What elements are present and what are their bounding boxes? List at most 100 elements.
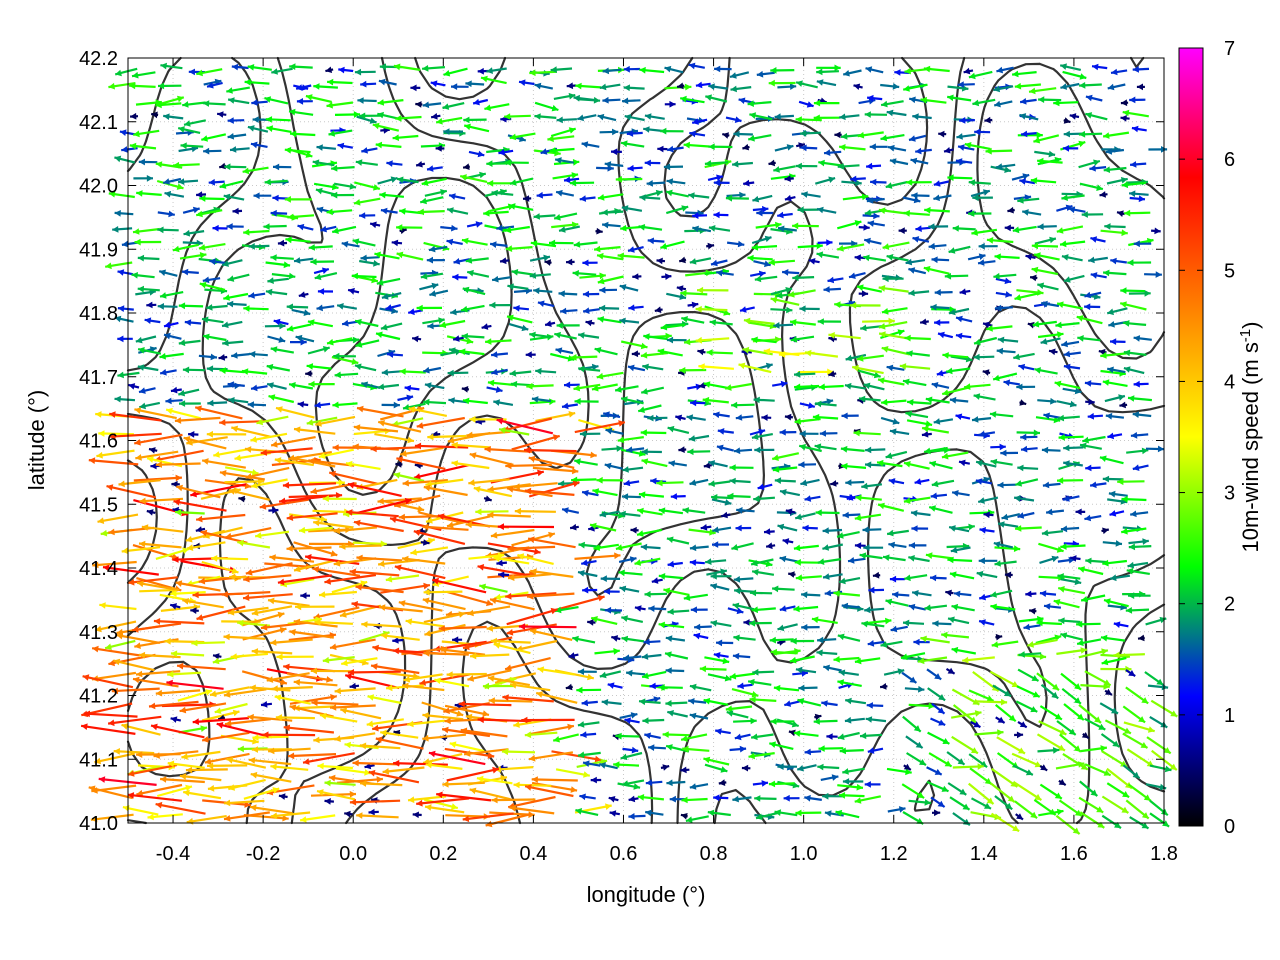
wind-vector	[814, 400, 837, 408]
wind-vector	[116, 632, 161, 644]
wind-vector	[1039, 590, 1057, 597]
wind-vector	[858, 395, 881, 403]
wind-vector	[509, 369, 532, 377]
colorbar-tick-label: 4	[1224, 371, 1235, 393]
wind-vector	[268, 394, 295, 404]
wind-vector	[308, 380, 335, 388]
wind-vector	[1103, 269, 1127, 277]
wind-vector	[195, 209, 223, 218]
wind-vector	[623, 65, 641, 73]
wind-vector	[117, 269, 134, 276]
wind-vector	[355, 584, 404, 594]
wind-vector	[799, 402, 816, 409]
wind-vector	[853, 83, 863, 90]
wind-vector	[398, 600, 443, 612]
wind-vector	[493, 555, 530, 565]
wind-vector	[408, 308, 423, 316]
wind-vector	[732, 160, 753, 168]
wind-vector	[1085, 464, 1101, 472]
wind-vector	[504, 225, 530, 234]
wind-vector	[299, 814, 336, 823]
grid-lines	[128, 58, 1164, 823]
wind-vector	[590, 616, 618, 625]
wind-vector	[1084, 291, 1102, 299]
wind-vector	[626, 130, 643, 137]
wind-vector	[555, 347, 574, 355]
wind-vector	[621, 493, 641, 500]
wind-vector	[680, 766, 690, 774]
wind-vector	[335, 767, 371, 776]
wind-vector	[353, 519, 404, 533]
wind-vector	[286, 672, 333, 683]
wind-vector	[1102, 379, 1128, 387]
wind-vector	[468, 478, 510, 486]
wind-vector	[278, 494, 334, 505]
wind-vector	[1109, 338, 1126, 345]
contour-line	[126, 56, 1166, 825]
wind-vector	[141, 524, 184, 533]
wind-vector	[1013, 781, 1043, 802]
wind-vector	[392, 134, 419, 141]
wind-vector	[597, 113, 617, 122]
wind-vector	[1125, 686, 1149, 705]
wind-vector	[574, 458, 598, 466]
wind-vector	[625, 669, 646, 677]
wind-vector	[927, 731, 950, 745]
wind-vector	[328, 129, 353, 137]
wind-vector	[1101, 750, 1128, 768]
wind-vector	[864, 111, 888, 118]
wind-vector	[974, 729, 1004, 736]
wind-vector	[1068, 206, 1086, 214]
wind-vector	[667, 608, 690, 615]
wind-vector	[907, 399, 932, 406]
wind-vector	[517, 553, 554, 565]
wind-vector	[1000, 449, 1019, 457]
wind-vector	[198, 243, 226, 251]
wind-vector	[1056, 647, 1088, 655]
wind-vector	[1102, 559, 1128, 567]
wind-vector	[114, 67, 138, 77]
wind-vector	[1076, 315, 1103, 325]
wind-vector	[797, 368, 834, 376]
wind-vector	[491, 796, 536, 804]
wind-vector	[325, 66, 334, 73]
wind-vector	[509, 177, 534, 186]
wind-vector	[1127, 259, 1152, 266]
wind-vector	[518, 79, 535, 86]
wind-vector	[307, 346, 330, 355]
wind-vector	[336, 303, 357, 310]
wind-vector	[773, 322, 794, 329]
wind-vector	[1123, 366, 1145, 375]
wind-vector	[533, 287, 553, 295]
wind-vector	[386, 160, 403, 167]
wind-vector	[698, 363, 734, 370]
wind-vector	[1058, 617, 1081, 625]
wind-vector	[213, 447, 250, 458]
wind-vector	[1125, 669, 1136, 678]
wind-vector	[708, 143, 733, 151]
wind-vector	[462, 286, 486, 296]
wind-vector	[973, 336, 998, 346]
wind-vector	[878, 285, 909, 293]
wind-vector	[452, 636, 463, 644]
wind-vector	[955, 315, 973, 323]
wind-vector	[656, 479, 684, 487]
wind-vector	[782, 538, 794, 545]
wind-vector	[818, 383, 844, 391]
wind-vector	[664, 651, 689, 660]
wind-vector	[489, 597, 535, 611]
wind-vector	[838, 669, 859, 677]
wind-vector	[605, 427, 624, 435]
wind-vector	[680, 813, 688, 820]
wind-vector	[619, 317, 640, 325]
wind-vector	[531, 781, 578, 793]
wind-vector	[908, 702, 935, 710]
wind-vector	[865, 617, 892, 625]
wind-vector	[109, 411, 162, 422]
wind-vector	[620, 751, 643, 761]
wind-vector	[423, 798, 459, 810]
wind-vector	[497, 523, 555, 530]
wind-vector	[713, 411, 730, 419]
wind-vector	[288, 108, 314, 116]
